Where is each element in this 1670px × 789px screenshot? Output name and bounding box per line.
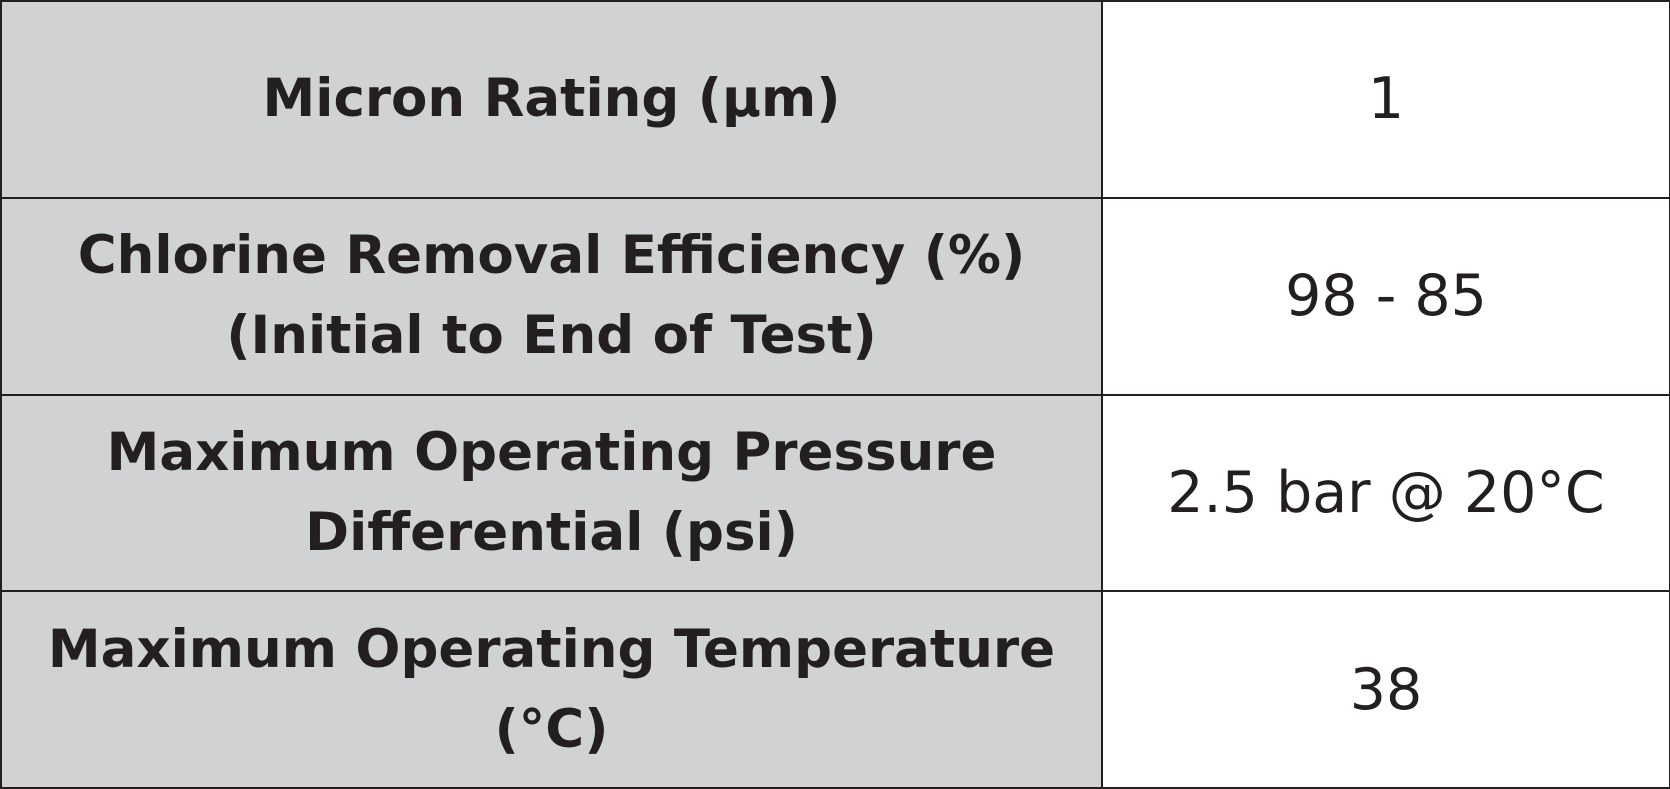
label-line: Maximum Operating Pressure xyxy=(106,421,997,483)
row-value-max-temperature: 38 xyxy=(1101,590,1670,789)
label-line: (°C) xyxy=(494,698,609,760)
row-label-max-temperature: Maximum Operating Temperature (°C) xyxy=(0,590,1103,789)
table-row-chlorine-removal: Chlorine Removal Efficiency (%) (Initial… xyxy=(0,196,1670,396)
row-label-chlorine-removal: Chlorine Removal Efficiency (%) (Initial… xyxy=(0,196,1103,396)
row-label-micron-rating: Micron Rating (µm) xyxy=(0,0,1103,199)
label-line: Maximum Operating Temperature xyxy=(47,618,1056,680)
table-row-max-temperature: Maximum Operating Temperature (°C) 38 xyxy=(0,590,1670,789)
row-value-chlorine-removal: 98 - 85 xyxy=(1101,196,1670,396)
label-line: Micron Rating (µm) xyxy=(262,68,841,130)
label-line: Differential (psi) xyxy=(305,501,798,563)
label-line: Chlorine Removal Efficiency (%) xyxy=(77,225,1026,287)
row-value-micron-rating: 1 xyxy=(1101,0,1670,199)
row-value-max-pressure: 2.5 bar @ 20°C xyxy=(1101,393,1670,593)
label-line: (Initial to End of Test) xyxy=(226,305,877,367)
table-row-max-pressure: Maximum Operating Pressure Differential … xyxy=(0,393,1670,593)
table-row-micron-rating: Micron Rating (µm) 1 xyxy=(0,0,1670,199)
row-label-max-pressure: Maximum Operating Pressure Differential … xyxy=(0,393,1103,593)
